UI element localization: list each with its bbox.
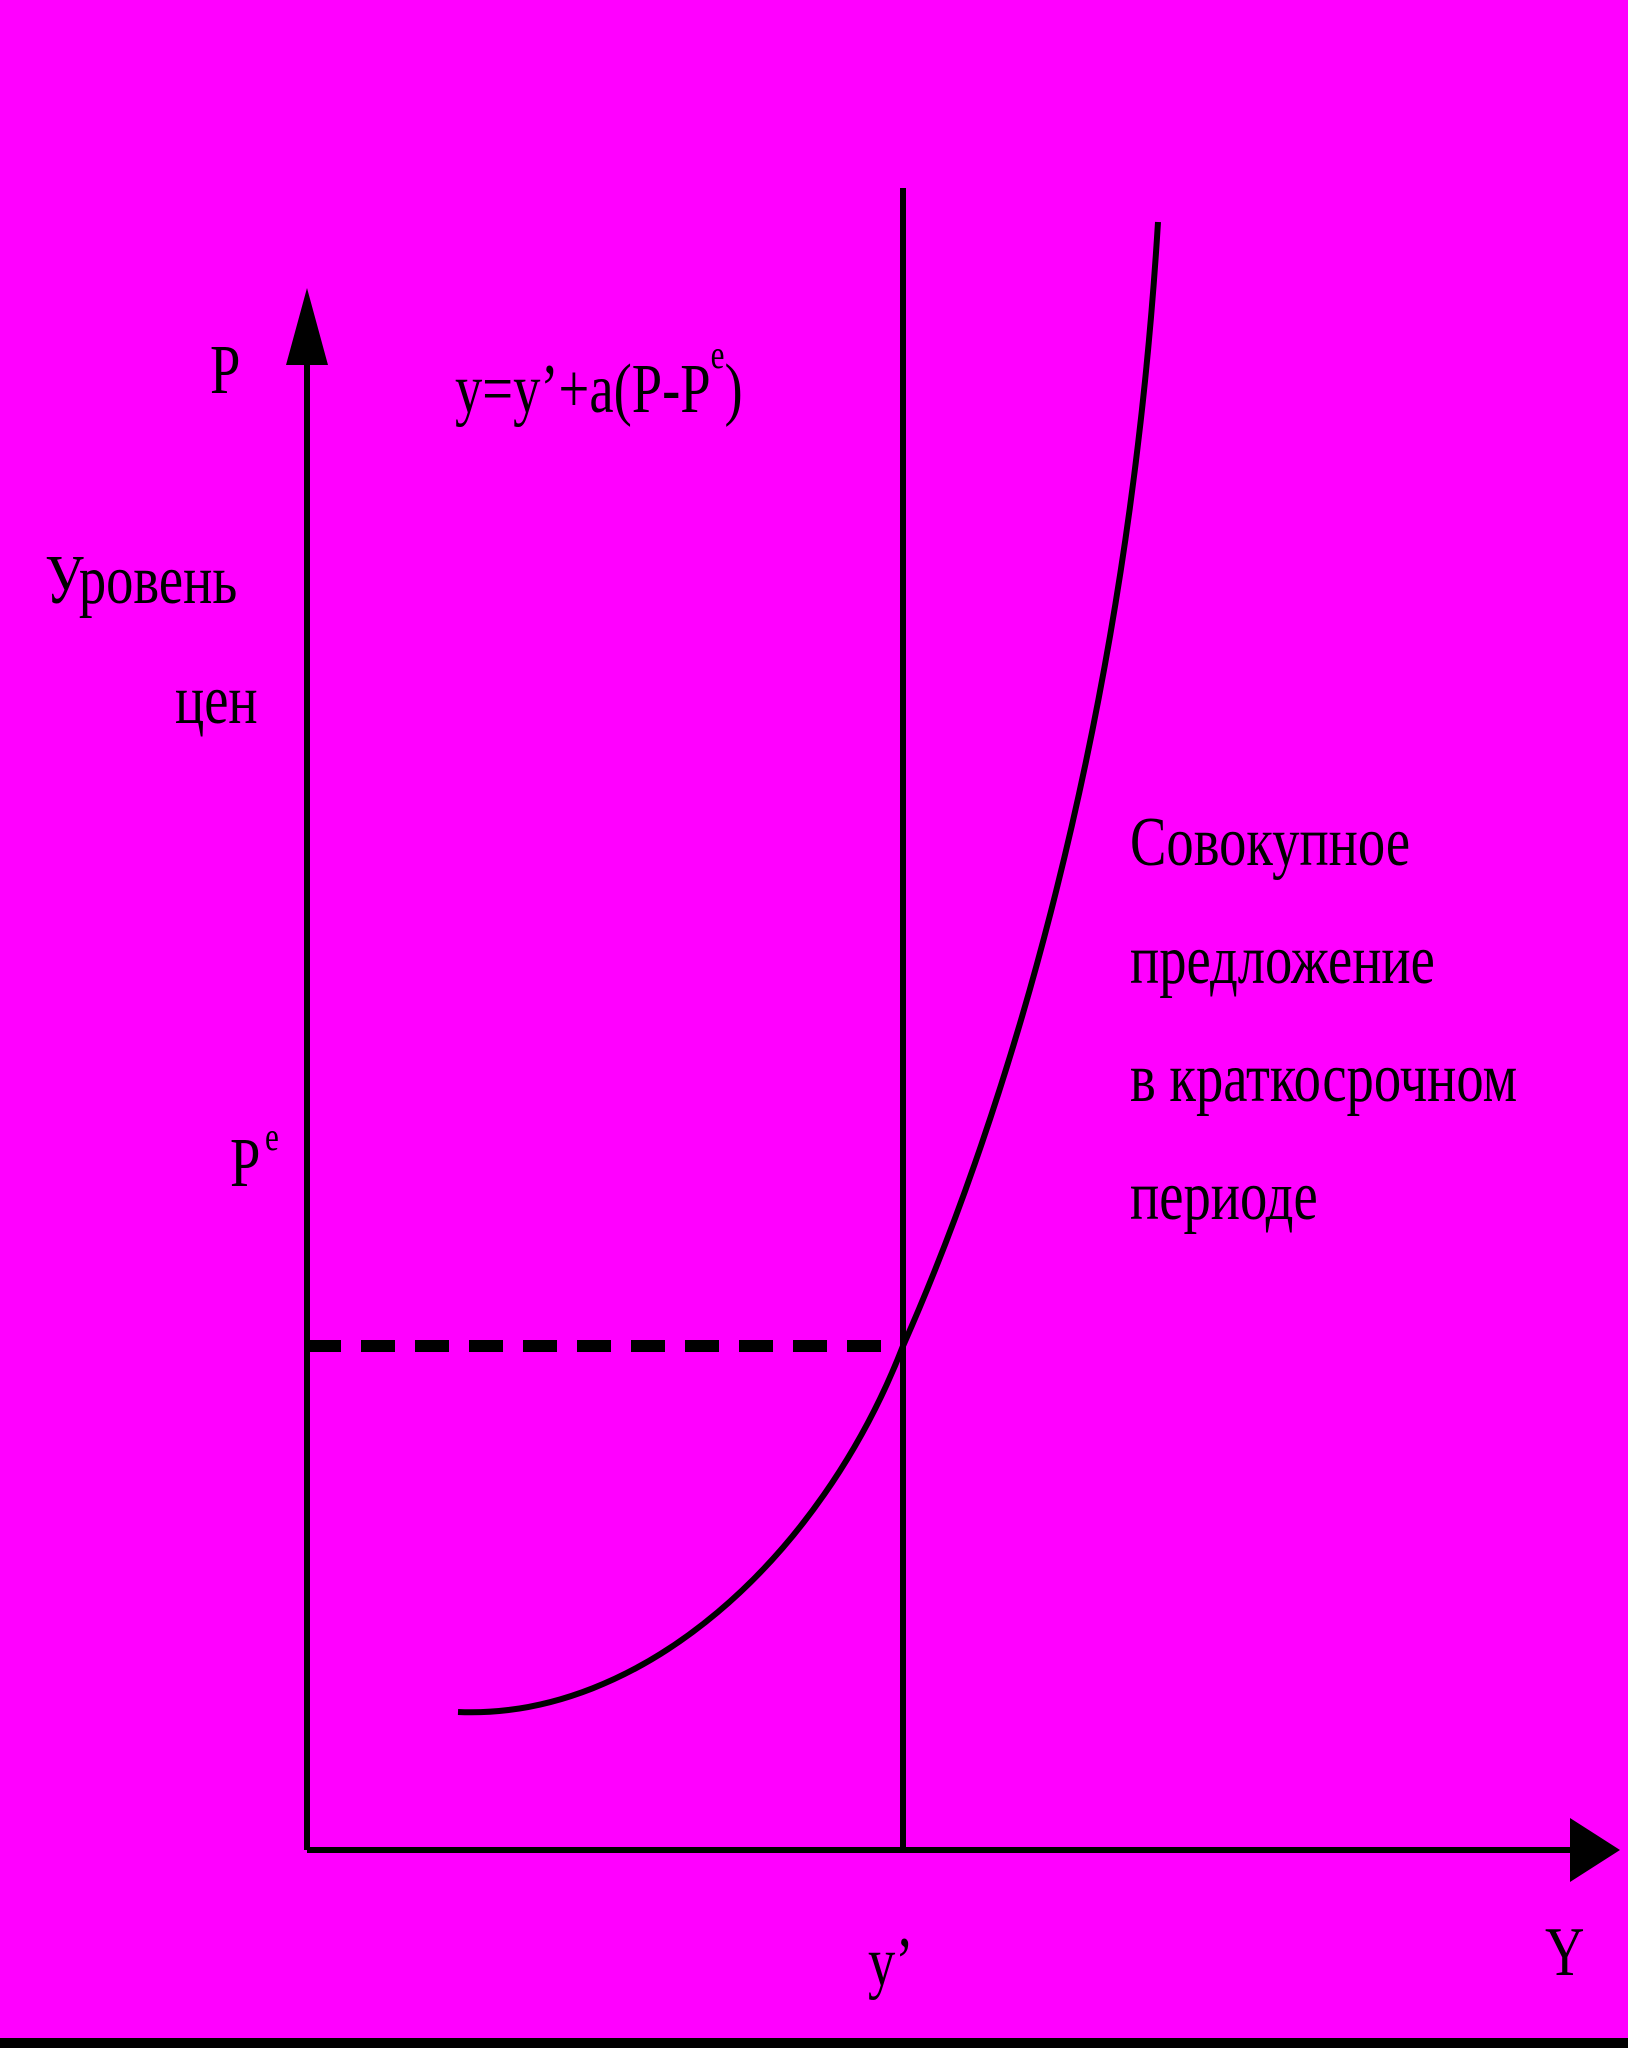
curve-label-line1: Совокупное [1130, 803, 1410, 881]
price-axis-arrow-icon [286, 288, 328, 365]
curve-label-line3: в краткосрочном [1130, 1039, 1517, 1117]
curve-label-line4: периоде [1130, 1157, 1318, 1235]
short-run-supply-curve [457, 221, 1161, 1716]
output-axis-arrow-icon [1570, 1818, 1620, 1882]
curve-label-line2: предложение [1130, 921, 1435, 999]
output-axis-symbol: Y [1545, 1913, 1584, 1991]
supply-equation: y=y’+a(P-Pe) [455, 332, 743, 427]
natural-output-label: y’ [868, 1923, 913, 2001]
price-axis-label-line1: Уровень [45, 541, 237, 619]
price-axis-symbol: P [210, 331, 240, 409]
price-axis-label-line2: цен [175, 661, 258, 739]
